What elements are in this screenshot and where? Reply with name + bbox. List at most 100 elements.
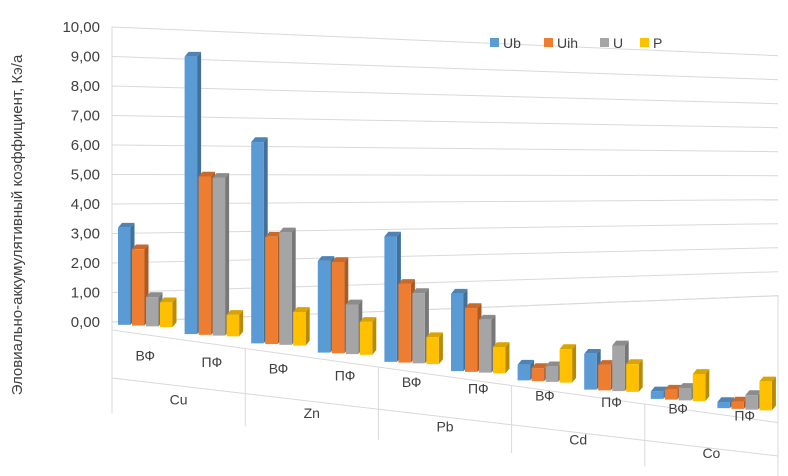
legend-item[interactable]: Uih bbox=[544, 35, 578, 51]
bar-front bbox=[745, 395, 758, 410]
legend-label: Uih bbox=[557, 35, 578, 51]
bar-top bbox=[146, 292, 163, 298]
bar-front bbox=[279, 232, 292, 345]
bar-top bbox=[731, 396, 748, 402]
bar-top bbox=[664, 384, 682, 390]
bar-front bbox=[212, 177, 226, 336]
bar-U-Zn-ПФ[interactable] bbox=[345, 299, 363, 355]
element-label: Co bbox=[702, 445, 720, 461]
fraction-label: ВФ bbox=[535, 387, 555, 403]
legend-label: Ub bbox=[503, 35, 521, 51]
bar-P-Pb-ВФ[interactable] bbox=[426, 332, 443, 365]
bar-P-Co-ВФ[interactable] bbox=[692, 369, 710, 402]
bars bbox=[118, 51, 776, 411]
bar-top bbox=[545, 361, 563, 367]
bar-front bbox=[664, 389, 678, 400]
bar-top bbox=[650, 386, 668, 392]
fraction-label: ВФ bbox=[668, 401, 688, 417]
bar-top bbox=[451, 288, 468, 294]
y-axis-title: Эловиально-аккумулятивный коэффициент, К… bbox=[9, 54, 26, 395]
legend-swatch bbox=[544, 38, 553, 47]
y-tick-label: 3,00 bbox=[71, 226, 100, 243]
bar-front bbox=[160, 302, 173, 328]
y-tick-label: 6,00 bbox=[71, 137, 100, 154]
bar-top bbox=[692, 369, 710, 374]
legend-item[interactable]: P bbox=[640, 35, 662, 51]
bar-P-Pb-ПФ[interactable] bbox=[493, 342, 510, 374]
legend-label: U bbox=[613, 35, 623, 51]
element-label: Zn bbox=[304, 405, 320, 421]
bar-top bbox=[212, 173, 230, 178]
bar-front bbox=[317, 260, 331, 353]
gridline bbox=[111, 85, 779, 105]
y-tick-label: 0,00 bbox=[71, 314, 100, 331]
bar-front bbox=[692, 373, 706, 402]
bar-U-Pb-ВФ[interactable] bbox=[412, 288, 429, 364]
bar-top bbox=[279, 227, 296, 233]
legend: Ub Uih U P bbox=[490, 35, 662, 51]
bar-P-Cu-ВФ[interactable] bbox=[160, 297, 177, 328]
bar-front bbox=[384, 236, 397, 362]
bar-top bbox=[598, 360, 615, 365]
bar-U-Cu-ПФ[interactable] bbox=[212, 173, 230, 336]
gridline bbox=[111, 144, 779, 153]
bar-top bbox=[479, 314, 496, 320]
fraction-label: ПФ bbox=[601, 394, 622, 410]
bar-top bbox=[198, 171, 216, 177]
y-tick-label: 9,00 bbox=[71, 49, 100, 66]
bar-front bbox=[612, 345, 625, 392]
bar-top bbox=[345, 299, 363, 305]
bar-front bbox=[226, 314, 240, 337]
bar-front bbox=[531, 368, 545, 382]
bar-top bbox=[359, 317, 377, 322]
bar-top bbox=[317, 256, 335, 261]
bar-Ub-Cd-ВФ[interactable] bbox=[517, 359, 535, 381]
bar-top bbox=[398, 279, 415, 284]
fraction-label: ВФ bbox=[136, 347, 156, 363]
bar-front bbox=[717, 402, 730, 409]
bar-top bbox=[465, 303, 482, 309]
legend-swatch bbox=[600, 38, 609, 47]
bar-P-Cd-ПФ[interactable] bbox=[626, 359, 643, 392]
bar-front bbox=[412, 293, 425, 364]
bar-front bbox=[198, 176, 212, 335]
bar-top bbox=[184, 51, 202, 57]
bar-P-Zn-ПФ[interactable] bbox=[359, 317, 377, 355]
bar-P-Cu-ПФ[interactable] bbox=[226, 310, 244, 337]
legend-item[interactable]: U bbox=[600, 35, 623, 51]
bar-front bbox=[479, 319, 492, 373]
bar-top bbox=[265, 232, 282, 237]
bar-front bbox=[331, 261, 345, 354]
bar-P-Zn-ВФ[interactable] bbox=[293, 307, 310, 346]
y-tick-label: 1,00 bbox=[71, 285, 100, 302]
legend-item[interactable]: Ub bbox=[490, 35, 521, 51]
bar-side bbox=[372, 317, 377, 355]
element-label: Cu bbox=[170, 392, 188, 408]
bar-side bbox=[172, 297, 177, 328]
element-label: Pb bbox=[436, 418, 453, 434]
bar-top bbox=[412, 288, 429, 294]
bar-front bbox=[184, 56, 198, 335]
bar-side bbox=[771, 376, 776, 411]
y-tick-label: 8,00 bbox=[71, 78, 100, 95]
fraction-label: ВФ bbox=[402, 374, 422, 390]
bar-top bbox=[584, 348, 601, 354]
bar-front bbox=[465, 308, 478, 372]
legend-swatch bbox=[490, 38, 499, 47]
bar-front bbox=[493, 347, 506, 374]
fraction-label: ВФ bbox=[269, 361, 289, 377]
bar-front bbox=[759, 381, 772, 411]
fraction-label: ПФ bbox=[468, 381, 489, 397]
bar-P-Cd-ВФ[interactable] bbox=[559, 344, 577, 383]
gridline bbox=[111, 115, 779, 129]
bar-side bbox=[438, 332, 443, 365]
bar-top bbox=[426, 332, 443, 338]
bar-top bbox=[559, 344, 577, 350]
bar-U-Co-ПФ[interactable] bbox=[745, 390, 762, 410]
bar-front bbox=[517, 364, 531, 381]
fraction-label: ПФ bbox=[202, 354, 223, 370]
bar-front bbox=[626, 364, 639, 392]
bar-P-Co-ПФ[interactable] bbox=[759, 376, 776, 411]
bar-front bbox=[678, 387, 692, 401]
bar-top bbox=[384, 231, 401, 237]
